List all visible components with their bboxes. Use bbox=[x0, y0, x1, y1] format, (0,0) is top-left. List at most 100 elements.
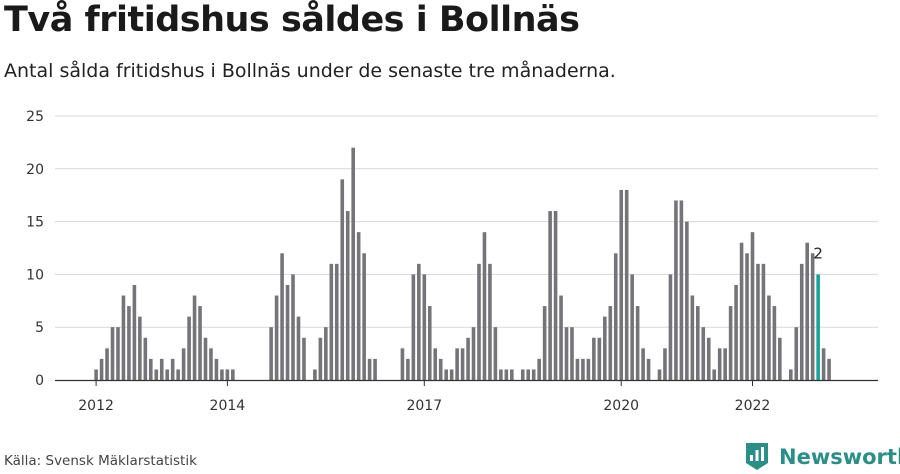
y-tick-label: 0 bbox=[35, 373, 44, 389]
bar bbox=[575, 358, 580, 380]
bar bbox=[302, 337, 306, 380]
bar bbox=[685, 221, 689, 380]
bar bbox=[132, 284, 137, 380]
bar bbox=[427, 306, 432, 380]
bar bbox=[154, 369, 159, 380]
y-axis-ticks: 0 5 10 15 20 25 bbox=[26, 109, 44, 389]
newsworthy-logo-icon bbox=[746, 443, 768, 470]
grid-lines bbox=[55, 115, 878, 328]
bar bbox=[291, 274, 295, 380]
bar bbox=[422, 274, 427, 380]
bar bbox=[280, 253, 284, 380]
bar bbox=[794, 327, 799, 380]
bar bbox=[499, 369, 503, 380]
bar bbox=[329, 263, 334, 380]
bar bbox=[674, 200, 678, 380]
bars bbox=[94, 147, 831, 380]
chart-title: Två fritidshus såldes i Bollnäs bbox=[4, 0, 580, 40]
bar bbox=[220, 369, 224, 380]
bar bbox=[400, 348, 405, 380]
bar bbox=[214, 358, 219, 380]
bar bbox=[356, 232, 361, 380]
bar bbox=[548, 211, 552, 380]
bar bbox=[745, 253, 749, 380]
brand-logo: Newsworthy bbox=[744, 441, 900, 472]
x-tick-label: 2020 bbox=[603, 398, 639, 414]
bar bbox=[110, 327, 115, 380]
bar bbox=[127, 306, 131, 380]
chart-subtitle: Antal sålda fritidshus i Bollnäs under d… bbox=[4, 60, 616, 82]
bar bbox=[105, 348, 109, 380]
bar bbox=[138, 316, 142, 380]
brand-name: Newsworthy bbox=[779, 444, 900, 469]
data-label: 2 bbox=[813, 244, 823, 262]
annotations: 2 bbox=[813, 244, 823, 262]
bar bbox=[116, 327, 120, 380]
y-tick-label: 25 bbox=[26, 109, 44, 125]
bar bbox=[608, 306, 613, 380]
bar bbox=[630, 274, 634, 380]
bar bbox=[334, 263, 339, 380]
bar bbox=[488, 263, 492, 380]
bar bbox=[406, 358, 410, 380]
bar-highlight bbox=[816, 274, 820, 380]
bar bbox=[438, 358, 443, 380]
bar bbox=[739, 242, 744, 380]
bar bbox=[121, 295, 126, 380]
y-tick-label: 15 bbox=[26, 215, 44, 231]
bar bbox=[641, 348, 645, 380]
bar bbox=[767, 295, 771, 380]
bar bbox=[827, 358, 831, 380]
bar bbox=[778, 337, 782, 380]
bar bbox=[99, 358, 104, 380]
bar bbox=[564, 327, 569, 380]
bar bbox=[274, 295, 279, 380]
bar bbox=[581, 358, 585, 380]
bar bbox=[324, 327, 328, 380]
y-tick-label: 5 bbox=[35, 320, 44, 336]
bar bbox=[570, 327, 574, 380]
bar bbox=[810, 253, 815, 380]
y-tick-label: 20 bbox=[26, 162, 44, 178]
bar bbox=[586, 358, 591, 380]
bar bbox=[668, 274, 673, 380]
bar bbox=[504, 369, 509, 380]
bar bbox=[603, 316, 607, 380]
bar bbox=[149, 358, 153, 380]
bar bbox=[646, 358, 651, 380]
bar bbox=[717, 348, 722, 380]
bar bbox=[553, 211, 558, 380]
bar bbox=[187, 316, 191, 380]
bar bbox=[444, 369, 448, 380]
bar bbox=[531, 369, 536, 380]
bar bbox=[788, 369, 793, 380]
bar bbox=[657, 369, 662, 380]
bar bbox=[455, 348, 459, 380]
bar bbox=[559, 295, 563, 380]
bar bbox=[285, 284, 290, 380]
x-tick-label: 2012 bbox=[78, 398, 114, 414]
bar bbox=[449, 369, 454, 380]
bar bbox=[165, 369, 170, 380]
bar bbox=[471, 327, 476, 380]
bar bbox=[373, 358, 377, 380]
bar bbox=[159, 358, 164, 380]
bar bbox=[592, 337, 596, 380]
bar bbox=[367, 358, 372, 380]
bar bbox=[734, 284, 738, 380]
bar bbox=[94, 369, 98, 380]
x-tick-label: 2022 bbox=[735, 398, 771, 414]
source-note: Källa: Svensk Mäklarstatistik bbox=[4, 453, 197, 469]
bar bbox=[701, 327, 706, 380]
bar bbox=[209, 348, 213, 380]
bar bbox=[613, 253, 618, 380]
bar bbox=[269, 327, 273, 380]
bar bbox=[635, 306, 640, 380]
bar bbox=[712, 369, 717, 380]
bar bbox=[520, 369, 525, 380]
bar bbox=[750, 232, 755, 380]
bar bbox=[340, 179, 345, 380]
bar bbox=[362, 253, 366, 380]
bar bbox=[706, 337, 711, 380]
